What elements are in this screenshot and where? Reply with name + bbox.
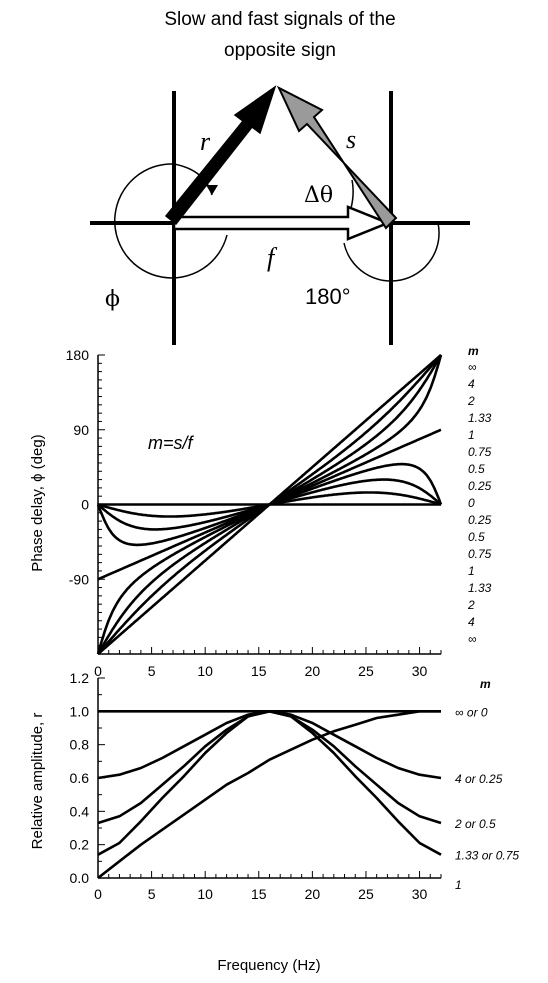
phase-right-label: 0 (468, 496, 475, 510)
phase-x-tick-label: 20 (305, 663, 321, 679)
phase-y-axis-label: Phase delay, ϕ (deg) (29, 434, 46, 571)
phase-x-tick-label: 10 (197, 663, 213, 679)
amp-y-tick-label: 1.0 (70, 703, 90, 719)
phi-arc-arrowhead (206, 185, 218, 195)
phase-y-tick-labels: 180 90 0 -90 (66, 347, 90, 587)
phase-right-label: 2 (467, 394, 475, 408)
f-arrow (172, 205, 392, 241)
phase-legend-title: m (468, 344, 479, 358)
phase-x-tick-label: 15 (251, 663, 267, 679)
amp-y-tick-label: 0.6 (70, 770, 90, 786)
amp-series-m-4 or 0.25 (97, 710, 442, 780)
phase-x-tick-label: 30 (412, 663, 428, 679)
amp-y-axis-label: Relative amplitude, r (29, 713, 46, 850)
vector-diagram: r s f Δθ ϕ 180° (90, 85, 470, 345)
phase-right-label: 0.75 (468, 445, 492, 459)
amp-series-m-1 (97, 710, 441, 880)
amp-right-label: ∞ or 0 (455, 705, 488, 719)
amp-y-tick-labels: 0.0 0.2 0.4 0.6 0.8 1.0 1.2 (70, 670, 90, 886)
amp-right-label: 4 or 0.25 (455, 772, 503, 786)
amp-x-tick-label: 10 (197, 886, 213, 902)
amp-y-tick-label: 0.2 (70, 837, 90, 853)
amp-right-labels: ∞ or 0 4 or 0.25 2 or 0.5 1.33 or 0.75 1 (454, 705, 519, 892)
phase-x-tick-labels: 0 5 10 15 20 25 30 (94, 663, 427, 679)
phase-right-label: 1 (468, 428, 475, 442)
phase-right-label: 1 (468, 564, 475, 578)
title-line-2: opposite sign (224, 40, 336, 61)
angle-180-arc (343, 222, 440, 282)
amp-y-tick-label: 0.8 (70, 737, 90, 753)
phase-annotation: m=s/f (148, 433, 195, 453)
phase-right-label: 1.33 (468, 411, 492, 425)
amp-series-m-1.33 or 0.75 (97, 710, 442, 856)
amp-y-tick-label: 0.4 (70, 803, 90, 819)
amp-x-tick-label: 5 (148, 886, 156, 902)
relative-amplitude-chart: Relative amplitude, r Frequency (Hz) m ∞… (29, 670, 519, 974)
amp-series-lines (97, 710, 442, 880)
amp-y-tick-label: 1.2 (70, 670, 90, 686)
amp-axis-ticks (97, 677, 442, 879)
phi-arc (114, 163, 228, 279)
angle-180-label: 180° (305, 284, 351, 309)
f-label: f (267, 243, 278, 272)
title-line-1: Slow and fast signals of the (164, 9, 395, 30)
phase-right-label: 0.5 (468, 462, 485, 476)
amp-x-tick-label: 25 (358, 886, 374, 902)
amp-legend-title: m (480, 677, 491, 691)
amp-right-label: 2 or 0.5 (454, 817, 496, 831)
amp-x-tick-labels: 0 5 10 15 20 25 30 (94, 886, 427, 902)
s-label: s (346, 125, 356, 154)
delta-theta-label: Δθ (304, 183, 333, 208)
x-axis-label: Frequency (Hz) (217, 957, 320, 974)
phase-right-label: 4 (468, 615, 475, 629)
phase-right-label: ∞ (468, 632, 477, 646)
phase-right-label: 1.33 (468, 581, 492, 595)
amp-right-label: 1.33 or 0.75 (455, 849, 519, 863)
phase-y-tick-label: 180 (66, 347, 90, 363)
phase-delay-chart: Phase delay, ϕ (deg) m=s/f m ∞ 4 2 1.33 1 0.7… (29, 344, 492, 679)
amp-y-tick-label: 0.0 (70, 870, 90, 886)
amp-x-tick-label: 15 (251, 886, 267, 902)
phase-right-label: 0.5 (468, 530, 485, 544)
phase-x-tick-label: 5 (148, 663, 156, 679)
phase-x-tick-label: 25 (358, 663, 374, 679)
phase-right-label: 0.75 (468, 547, 492, 561)
amp-x-tick-label: 0 (94, 886, 102, 902)
r-label: r (200, 127, 211, 156)
phase-right-label: ∞ (468, 360, 477, 374)
amp-x-tick-label: 30 (412, 886, 428, 902)
phase-y-tick-label: -90 (69, 571, 89, 587)
amp-x-tick-label: 20 (305, 886, 321, 902)
phase-right-label: 4 (468, 377, 475, 391)
phase-right-label: 2 (467, 598, 475, 612)
phase-right-label: 0.25 (468, 513, 492, 527)
phi-label: ϕ (105, 287, 120, 312)
phase-x-tick-label: 0 (94, 663, 102, 679)
r-arrow (164, 85, 277, 226)
phase-right-label: 0.25 (468, 479, 492, 493)
phase-y-tick-label: 90 (73, 422, 89, 438)
amp-series-m-2 or 0.5 (97, 710, 442, 825)
phase-right-labels: ∞ 4 2 1.33 1 0.75 0.5 0.25 0 0.25 0.5 0.75 1 1.33 2 4 ∞ (467, 360, 492, 646)
s-arrow (276, 85, 398, 230)
amp-right-label: 1 (455, 878, 462, 892)
phase-y-tick-label: 0 (81, 497, 89, 513)
phase-series-lines (96, 353, 443, 656)
